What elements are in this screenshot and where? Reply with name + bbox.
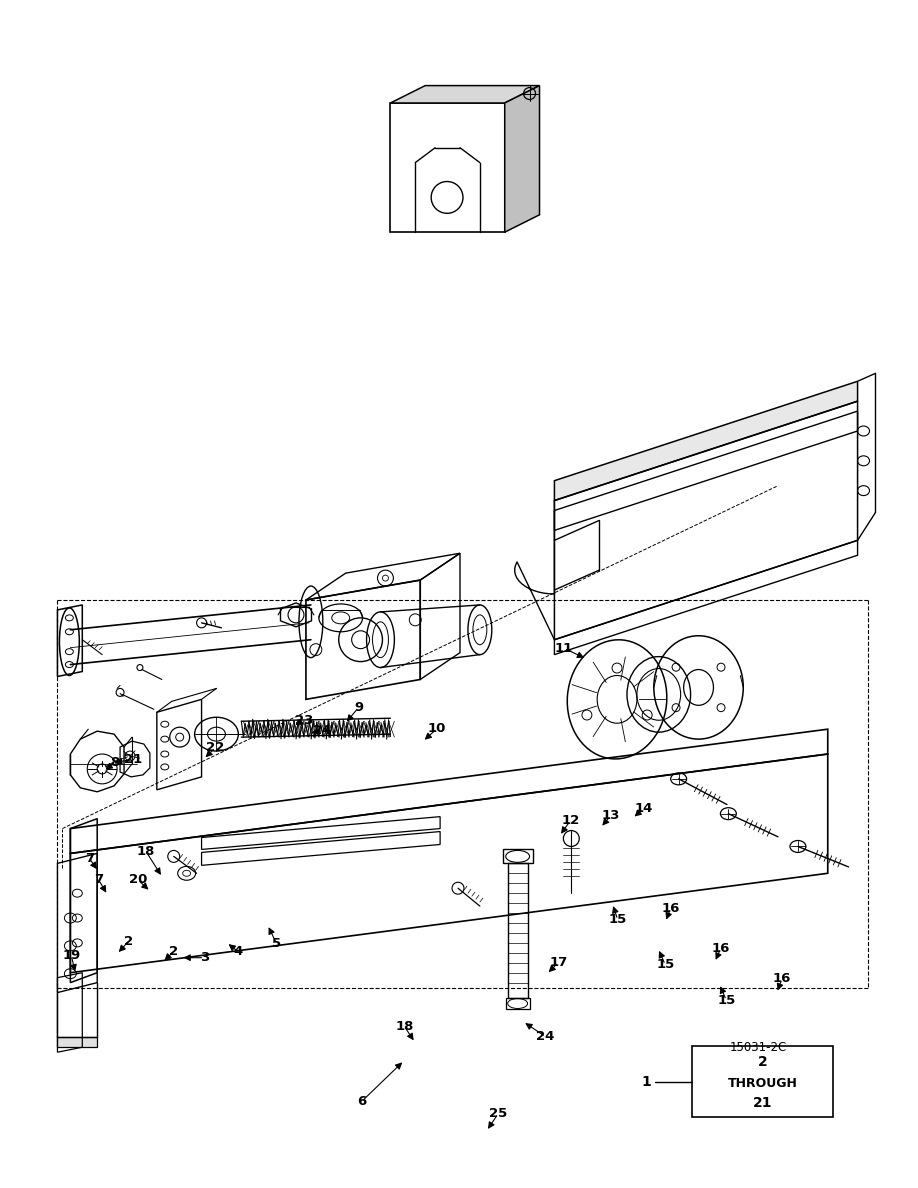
- Text: 16: 16: [662, 902, 680, 915]
- Text: 8: 8: [110, 757, 119, 770]
- Text: 2: 2: [757, 1055, 767, 1069]
- Text: 18: 18: [137, 845, 155, 858]
- Text: 16: 16: [711, 942, 730, 955]
- Text: 19: 19: [62, 949, 81, 962]
- Text: 23: 23: [295, 714, 313, 727]
- Text: 21: 21: [753, 1095, 772, 1110]
- Text: 4: 4: [233, 946, 243, 959]
- Text: 16: 16: [773, 973, 791, 985]
- Bar: [508, 864, 528, 998]
- Text: 14: 14: [634, 802, 653, 815]
- Text: 13: 13: [601, 809, 620, 822]
- Text: 24: 24: [313, 725, 331, 738]
- Text: 5: 5: [272, 937, 281, 950]
- Text: 15: 15: [609, 914, 627, 927]
- Text: 9: 9: [354, 701, 364, 714]
- Text: 2: 2: [169, 946, 178, 959]
- Polygon shape: [390, 86, 540, 103]
- Text: 24: 24: [536, 1030, 554, 1043]
- Text: 3: 3: [200, 952, 209, 965]
- Text: 6: 6: [357, 1095, 366, 1108]
- Text: 18: 18: [395, 1019, 413, 1032]
- Text: 22: 22: [207, 741, 225, 754]
- Polygon shape: [58, 1037, 97, 1048]
- Bar: [390, 103, 505, 232]
- Polygon shape: [554, 381, 857, 500]
- Text: 10: 10: [428, 722, 446, 735]
- Bar: [506, 998, 530, 1010]
- Text: 15: 15: [717, 993, 735, 1006]
- Bar: [691, 1047, 834, 1117]
- Text: 15: 15: [656, 959, 675, 972]
- Text: 25: 25: [489, 1107, 508, 1120]
- Text: 2: 2: [124, 935, 133, 948]
- Text: 21: 21: [124, 753, 142, 766]
- Text: 17: 17: [549, 956, 567, 969]
- Text: 20: 20: [129, 873, 147, 886]
- Text: 12: 12: [561, 814, 579, 827]
- Text: 7: 7: [84, 852, 94, 865]
- Text: 15031-2C: 15031-2C: [730, 1041, 787, 1054]
- Polygon shape: [505, 86, 540, 232]
- Text: 1: 1: [641, 1075, 651, 1088]
- Text: 11: 11: [554, 642, 573, 655]
- Text: THROUGH: THROUGH: [727, 1076, 798, 1089]
- Bar: [503, 849, 532, 864]
- Text: 7: 7: [94, 873, 103, 886]
